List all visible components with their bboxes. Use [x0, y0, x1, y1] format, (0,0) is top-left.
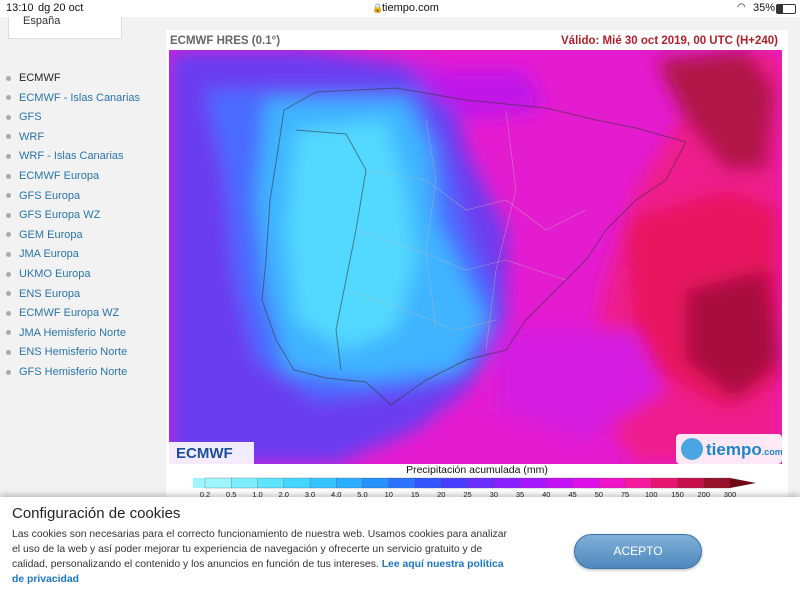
model-link[interactable]: UKMO Europa [6, 268, 140, 288]
legend-cell [283, 477, 311, 489]
legend-cell [703, 477, 731, 489]
date: dg 20 oct [38, 2, 84, 14]
legend-label: 30 [490, 490, 498, 499]
time: 13:10 [6, 2, 34, 14]
legend-label: 2.0 [279, 490, 289, 499]
valid-time: Válido: Mié 30 oct 2019, 00 UTC (H+240) [561, 35, 778, 47]
legend-cell [624, 477, 652, 489]
legend-label: 4.0 [331, 490, 341, 499]
model-list: ECMWF ECMWF - Islas Canarias GFS WRF WRF - I… [6, 72, 140, 386]
region-select[interactable]: España [8, 16, 122, 39]
legend-label: 0.5 [226, 490, 236, 499]
legend-cell [651, 477, 679, 489]
model-link[interactable]: WRF [6, 131, 140, 151]
wifi-icon: ◠ [737, 2, 746, 13]
model-link[interactable]: GFS [6, 111, 140, 131]
cookie-text: Las cookies son necesarias para el corre… [12, 529, 507, 570]
borders [345, 109, 587, 351]
legend-cell [388, 477, 416, 489]
legend-label: 5.0 [357, 490, 367, 499]
precip-map: ECMWF tiempo.com [169, 50, 783, 464]
model-link[interactable]: JMA Europa [6, 248, 140, 268]
accept-button[interactable]: ACEPTO [574, 534, 702, 569]
legend-cell [467, 477, 495, 489]
privacy-link[interactable]: Lee aquí nuestra política de privacidad [12, 559, 504, 585]
legend-cell [598, 477, 626, 489]
model-link[interactable]: ECMWF [6, 72, 140, 92]
legend-cell [257, 477, 285, 489]
legend-title: Precipitación acumulada (mm) [406, 464, 548, 476]
cookie-title: Configuración de cookies [12, 505, 181, 522]
legend-label: 10 [385, 490, 393, 499]
model-link[interactable]: ECMWF Europa [6, 170, 140, 190]
model-link[interactable]: ENS Europa [6, 288, 140, 308]
legend-label: 3.0 [305, 490, 315, 499]
legend: 0.2 0.5 1.0 2.0 3.0 4.0 5.0 10 15 20 25 30 35 40 45 50 7… [193, 477, 756, 499]
legend-label: 150 [671, 490, 684, 499]
legend-label: 20 [437, 490, 445, 499]
model-link[interactable]: JMA Hemisferio Norte [6, 327, 140, 347]
legend-cell [493, 477, 521, 489]
legend-arrow [730, 478, 756, 488]
legend-cell [204, 477, 232, 489]
status-bar: 13:10 dg 20 oct 🔒 tiempo.com ◠ 35% [0, 0, 800, 17]
url[interactable]: tiempo.com [382, 2, 439, 14]
model-link[interactable]: ECMWF Europa WZ [6, 307, 140, 327]
legend-label: 25 [463, 490, 471, 499]
legend-label: 50 [595, 490, 603, 499]
legend-cell [519, 477, 547, 489]
legend-label: 300 [724, 490, 737, 499]
legend-label: 45 [568, 490, 576, 499]
cookie-banner: Configuración de cookies Las cookies son… [0, 497, 800, 600]
legend-label: 100 [645, 490, 658, 499]
model-link[interactable]: GFS Europa [6, 190, 140, 210]
legend-cell [546, 477, 574, 489]
legend-label: 15 [411, 490, 419, 499]
model-link[interactable]: WRF - Islas Canarias [6, 150, 140, 170]
legend-label: 0.2 [200, 490, 210, 499]
legend-cell [572, 477, 600, 489]
model-link[interactable]: GFS Hemisferio Norte [6, 366, 140, 386]
legend-cell [336, 477, 364, 489]
legend-label: 40 [542, 490, 550, 499]
model-link[interactable]: ENS Hemisferio Norte [6, 346, 140, 366]
model-title: ECMWF HRES (0.1°) [170, 35, 280, 47]
battery-icon [776, 4, 796, 14]
legend-label: 1.0 [252, 490, 262, 499]
legend-label: 200 [697, 490, 710, 499]
legend-cell [231, 477, 259, 489]
legend-cell [441, 477, 469, 489]
legend-cell [309, 477, 337, 489]
cookie-text-block: Las cookies son necesarias para el corre… [12, 527, 512, 587]
legend-label: 75 [621, 490, 629, 499]
ecmwf-logo: ECMWF [176, 445, 233, 462]
map-panel: ECMWF HRES (0.1°) Válido: Mié 30 oct 201… [166, 30, 788, 500]
model-link[interactable]: GEM Europa [6, 229, 140, 249]
legend-start [193, 478, 205, 488]
legend-cell [362, 477, 390, 489]
model-link[interactable]: ECMWF - Islas Canarias [6, 92, 140, 112]
battery: 35% [753, 2, 776, 14]
legend-cell [414, 477, 442, 489]
legend-cell [677, 477, 705, 489]
map-svg: ECMWF HRES (0.1°) Válido: Mié 30 oct 201… [169, 35, 783, 499]
model-link[interactable]: GFS Europa WZ [6, 209, 140, 229]
sidebar: España ECMWF ECMWF - Islas Canarias GFS WRF… [0, 16, 160, 497]
lock-icon: 🔒 [372, 3, 384, 13]
legend-label: 35 [516, 490, 524, 499]
tiempo-logo: tiempo.com [706, 440, 783, 459]
